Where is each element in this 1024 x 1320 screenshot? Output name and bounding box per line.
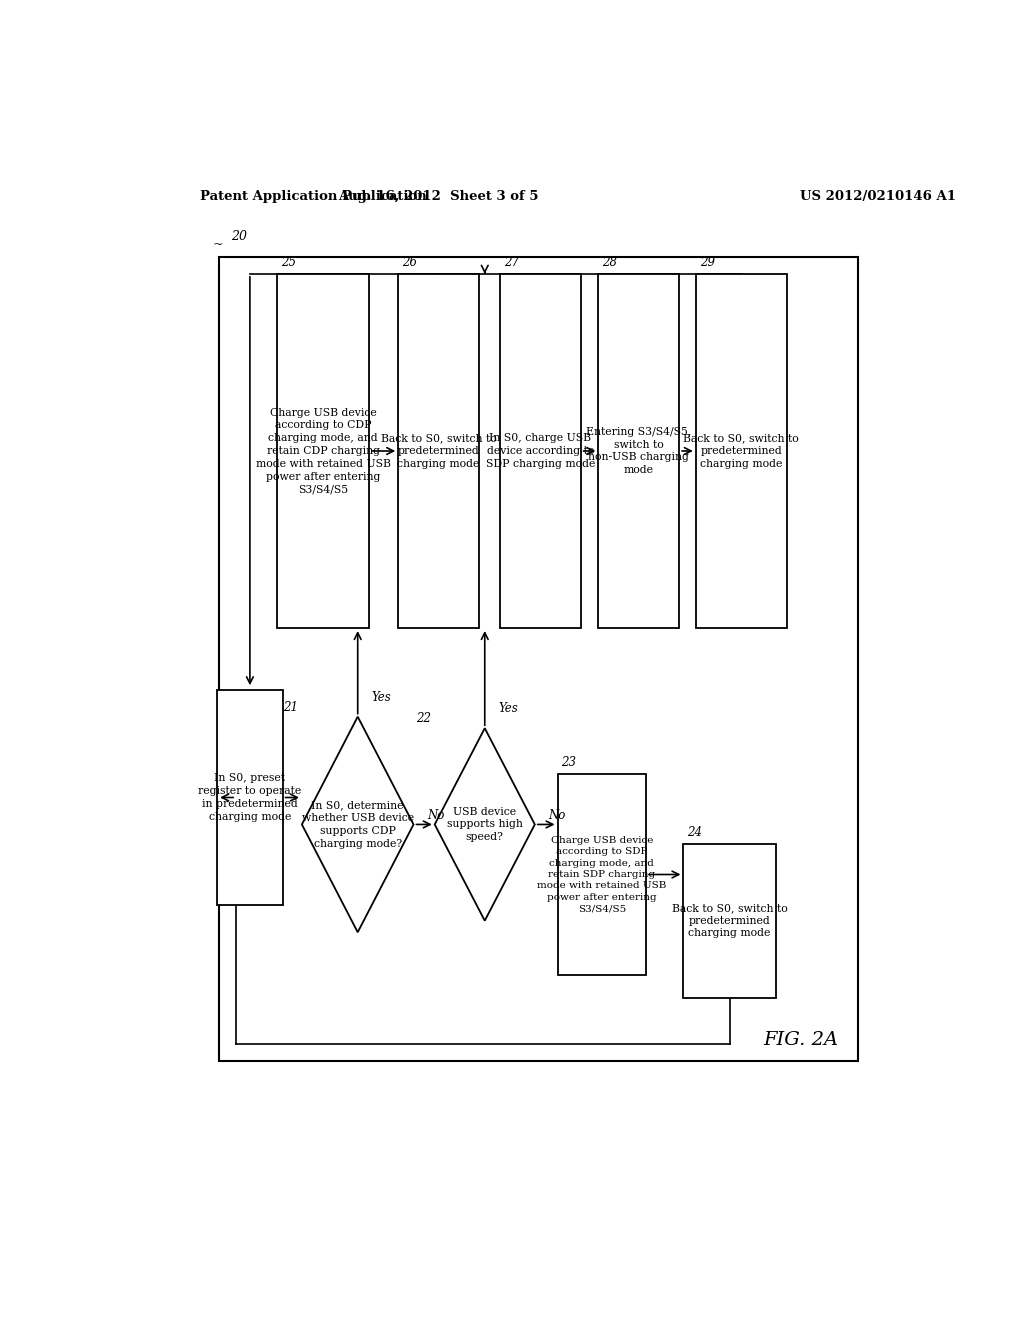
Text: In S0, determine
whether USB device
supports CDP
charging mode?: In S0, determine whether USB device supp…: [302, 800, 414, 849]
Text: USB device
supports high
speed?: USB device supports high speed?: [446, 807, 522, 842]
Bar: [683, 843, 776, 998]
Polygon shape: [435, 729, 535, 921]
Text: Yes: Yes: [499, 702, 518, 715]
Text: Patent Application Publication: Patent Application Publication: [200, 190, 427, 203]
Text: No: No: [427, 809, 444, 822]
Bar: [219, 257, 858, 1061]
Text: 29: 29: [699, 256, 715, 269]
Text: 23: 23: [561, 756, 577, 770]
Text: Back to S0, switch to
predetermined
charging mode: Back to S0, switch to predetermined char…: [381, 433, 497, 469]
Bar: [695, 275, 786, 628]
Bar: [217, 689, 283, 906]
Text: Charge USB device
according to CDP
charging mode, and
retain CDP charging
mode w: Charge USB device according to CDP charg…: [256, 408, 390, 495]
Text: ~: ~: [212, 238, 223, 251]
Text: US 2012/0210146 A1: US 2012/0210146 A1: [801, 190, 956, 203]
Text: 20: 20: [230, 230, 247, 243]
Text: Back to S0, switch to
predetermined
charging mode: Back to S0, switch to predetermined char…: [683, 433, 799, 469]
Text: In S0, preset
register to operate
in predetermined
charging mode: In S0, preset register to operate in pre…: [199, 774, 301, 821]
Text: No: No: [549, 809, 566, 822]
Text: FIG. 2A: FIG. 2A: [763, 1031, 838, 1049]
Bar: [598, 275, 679, 628]
Bar: [276, 275, 370, 628]
Text: 28: 28: [602, 256, 617, 269]
Text: 26: 26: [402, 256, 417, 269]
Text: 21: 21: [283, 701, 298, 714]
Bar: [398, 275, 479, 628]
Text: Back to S0, switch to
predetermined
charging mode: Back to S0, switch to predetermined char…: [672, 903, 787, 939]
Text: Charge USB device
according to SDP
charging mode, and
retain SDP charging
mode w: Charge USB device according to SDP charg…: [538, 836, 667, 913]
Bar: [500, 275, 581, 628]
Text: 25: 25: [281, 256, 296, 269]
Text: Yes: Yes: [372, 690, 391, 704]
Bar: [557, 775, 646, 974]
Text: Aug. 16, 2012  Sheet 3 of 5: Aug. 16, 2012 Sheet 3 of 5: [338, 190, 539, 203]
Polygon shape: [302, 717, 414, 932]
Text: 24: 24: [687, 825, 702, 838]
Text: 27: 27: [504, 256, 518, 269]
Text: In S0, charge USB
device according to
SDP charging mode: In S0, charge USB device according to SD…: [485, 433, 595, 469]
Text: Entering S3/S4/S5,
switch to
non-USB charging
mode: Entering S3/S4/S5, switch to non-USB cha…: [586, 426, 691, 475]
Text: 22: 22: [416, 713, 431, 726]
